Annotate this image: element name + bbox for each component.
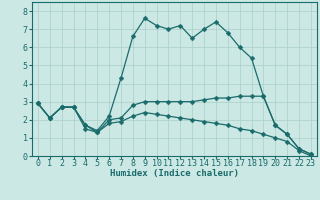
X-axis label: Humidex (Indice chaleur): Humidex (Indice chaleur) (110, 169, 239, 178)
